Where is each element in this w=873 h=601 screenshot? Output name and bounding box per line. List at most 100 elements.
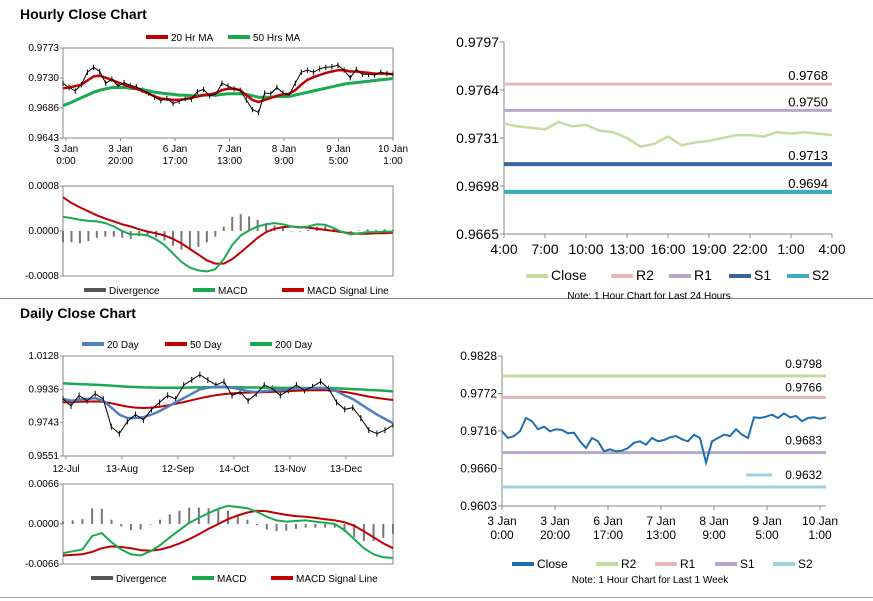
daily-macd-divergence-bar bbox=[168, 514, 171, 524]
daily-macd-divergence-bar bbox=[256, 524, 259, 526]
daily-macd-divergence-bar bbox=[62, 521, 64, 524]
daily-price-plot-frame bbox=[62, 355, 394, 457]
daily-price-legend-20day-label: 20 Day bbox=[107, 340, 139, 351]
hourly-macd-divergence-bar bbox=[282, 228, 284, 231]
daily-macd-divergence-bar bbox=[217, 508, 220, 524]
daily-section-title: Daily Close Chart bbox=[20, 305, 136, 321]
hourly-price-x-tick-label: 3 Jan bbox=[108, 144, 132, 155]
hourly-macd-divergence-bar bbox=[307, 229, 310, 231]
hourly-levels-legend-s1-label: S1 bbox=[754, 267, 771, 283]
hourly-macd-y-tick-label: 0.0008 bbox=[28, 181, 59, 192]
daily-price-x-tick-label: 12-Sep bbox=[162, 464, 195, 475]
hourly-price-x-tick-label: 9:00 bbox=[274, 156, 294, 167]
hourly-levels-x-tick-label: 10:00 bbox=[568, 241, 603, 257]
daily-macd-divergence-bar bbox=[265, 524, 268, 530]
hourly-macd-divergence-bar bbox=[366, 229, 369, 231]
hourly-levels-x-tick-label: 4:00 bbox=[818, 241, 845, 257]
hourly-levels-x-tick-label: 19:00 bbox=[691, 241, 726, 257]
daily-macd-divergence-bar bbox=[285, 524, 288, 531]
hourly-section-title: Hourly Close Chart bbox=[20, 6, 147, 22]
section-divider bbox=[0, 298, 873, 299]
hourly-macd-divergence-bar bbox=[188, 231, 191, 250]
hourly-macd-divergence-bar bbox=[392, 229, 394, 231]
daily-levels-x-tick-label: 8 Jan bbox=[699, 514, 728, 528]
daily-macd-divergence-bar bbox=[392, 524, 394, 534]
hourly-levels-legend-close-label: Close bbox=[551, 267, 587, 283]
hourly-macd-divergence-bar bbox=[180, 231, 183, 250]
daily-levels-y-tick-label: 0.9660 bbox=[460, 462, 497, 476]
hourly-macd-divergence-bar bbox=[222, 226, 225, 231]
daily-price-x-tick-label: 14-Oct bbox=[219, 464, 249, 475]
daily-price-x-tick-label: 13-Dec bbox=[330, 464, 362, 475]
bottom-divider bbox=[0, 597, 873, 598]
daily-price-legend-200day-label: 200 Day bbox=[275, 340, 312, 351]
daily-macd-divergence-bar bbox=[129, 524, 132, 531]
hourly-levels-legend-s2-label: S2 bbox=[812, 267, 829, 283]
hourly-price-x-tick-label: 17:00 bbox=[162, 156, 187, 167]
daily-levels-y-tick-label: 0.9828 bbox=[460, 349, 497, 363]
daily-levels-legend-s1-label: S1 bbox=[740, 557, 755, 571]
hourly-macd-divergence-bar bbox=[248, 216, 251, 231]
hourly-levels-x-tick-label: 16:00 bbox=[650, 241, 685, 257]
hourly-macd-y-tick-label: -0.0008 bbox=[25, 271, 59, 282]
hourly-levels-y-tick-label: 0.9665 bbox=[456, 226, 499, 242]
daily-levels-x-tick-label: 5:00 bbox=[755, 528, 779, 542]
daily-macd-divergence-bar bbox=[372, 524, 375, 541]
daily-macd-divergence-bar bbox=[294, 524, 297, 529]
hourly-macd-divergence-bar bbox=[290, 231, 293, 232]
daily-macd-divergence-bar bbox=[324, 524, 327, 528]
hourly-macd-legend-macd-label: MACD bbox=[218, 286, 247, 297]
daily-levels-y-tick-label: 0.9603 bbox=[460, 499, 497, 513]
daily-levels-r1-value-label: 0.9766 bbox=[785, 380, 822, 394]
daily-levels-x-tick-label: 10 Jan bbox=[802, 514, 838, 528]
daily-levels-x-tick-label: 7 Jan bbox=[646, 514, 675, 528]
hourly-price-x-tick-label: 20:00 bbox=[108, 156, 133, 167]
hourly-price-x-tick-label: 0:00 bbox=[56, 156, 76, 167]
hourly-macd-divergence-bar bbox=[214, 231, 217, 237]
hourly-price-x-tick-label: 13:00 bbox=[217, 156, 242, 167]
daily-macd-divergence-bar bbox=[382, 524, 385, 538]
daily-levels-legend-close-label: Close bbox=[537, 557, 568, 571]
daily-price-ma-50-line bbox=[62, 389, 394, 410]
hourly-macd-divergence-bar bbox=[358, 230, 361, 231]
hourly-levels-y-tick-label: 0.9764 bbox=[456, 82, 499, 98]
hourly-price-legend-50hr-label: 50 Hrs MA bbox=[253, 33, 301, 44]
daily-macd-legend-signal-label: MACD Signal Line bbox=[296, 574, 378, 585]
daily-price-x-tick-label: 13-Aug bbox=[106, 464, 138, 475]
daily-levels-x-tick-label: 0:00 bbox=[490, 528, 514, 542]
hourly-price-plot-frame bbox=[62, 47, 394, 139]
hourly-levels-note: Note: 1 Hour Chart for Last 24 Hours bbox=[567, 291, 730, 302]
daily-macd-divergence-bar bbox=[207, 508, 210, 524]
daily-price-y-tick-label: 0.9743 bbox=[28, 418, 59, 429]
hourly-macd-divergence-bar bbox=[239, 214, 242, 231]
daily-levels-legend-r2-label: R2 bbox=[621, 557, 637, 571]
daily-price-price-line bbox=[62, 374, 394, 435]
daily-levels-y-tick-label: 0.9772 bbox=[460, 387, 497, 401]
daily-macd-divergence-bar bbox=[275, 524, 278, 532]
hourly-macd-legend-signal-label: MACD Signal Line bbox=[307, 286, 389, 297]
daily-levels-legend-r1-label: R1 bbox=[680, 557, 696, 571]
hourly-macd-divergence-bar bbox=[121, 231, 124, 238]
hourly-price-ma-short-line bbox=[62, 68, 394, 104]
daily-macd-divergence-bar bbox=[110, 519, 113, 524]
daily-macd-divergence-bar bbox=[333, 524, 336, 528]
hourly-macd-divergence-bar bbox=[298, 231, 301, 232]
daily-macd-divergence-bar bbox=[91, 508, 94, 524]
hourly-macd-divergence-bar bbox=[256, 219, 259, 231]
daily-price-y-tick-label: 0.9936 bbox=[28, 384, 59, 395]
daily-levels-legend-s2-label: S2 bbox=[798, 557, 813, 571]
daily-macd-divergence-bar bbox=[100, 508, 103, 524]
daily-levels-r2-value-label: 0.9798 bbox=[785, 357, 822, 371]
daily-macd-divergence-bar bbox=[159, 519, 162, 524]
daily-levels-s1-value-label: 0.9683 bbox=[785, 434, 822, 448]
daily-levels-y-tick-label: 0.9716 bbox=[460, 424, 497, 438]
daily-price-y-tick-label: 0.9551 bbox=[28, 451, 59, 462]
hourly-price-x-tick-label: 9 Jan bbox=[326, 144, 350, 155]
hourly-levels-legend-r1-label: R1 bbox=[694, 267, 712, 283]
daily-price-x-tick-label: 13-Nov bbox=[274, 464, 306, 475]
hourly-levels-r1-value-label: 0.9750 bbox=[788, 94, 828, 109]
daily-macd-macd-line bbox=[62, 504, 394, 559]
hourly-price-y-tick-label: 0.9686 bbox=[28, 103, 59, 114]
hourly-macd-divergence-bar bbox=[332, 228, 335, 231]
